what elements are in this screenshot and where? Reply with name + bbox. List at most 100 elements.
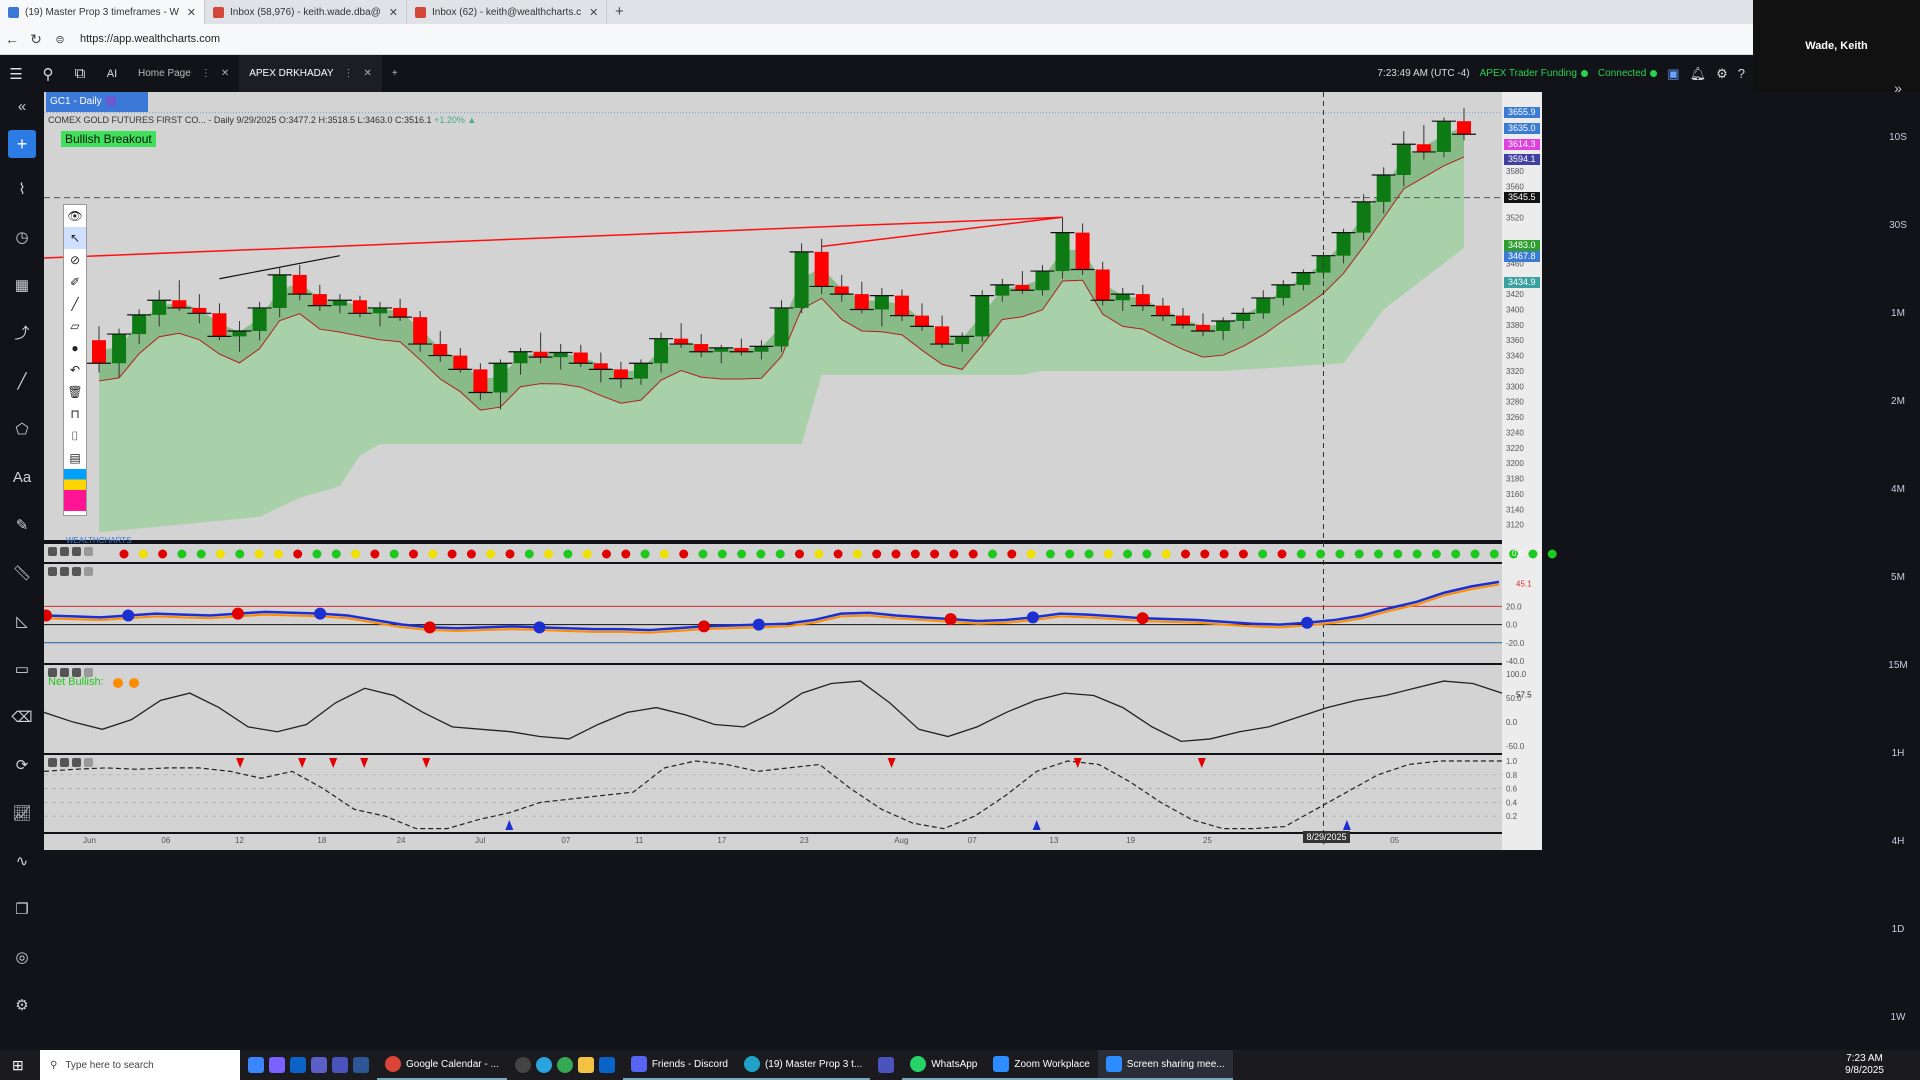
- hide-drawings-icon[interactable]: ⊘: [69, 253, 81, 267]
- teams-icon[interactable]: [332, 1057, 348, 1073]
- taskbar-app-screen-share[interactable]: Screen sharing mee...: [1097, 1050, 1233, 1080]
- ruler-icon[interactable]: 📏︎: [12, 565, 32, 582]
- layouts-icon[interactable]: ⧉: [74, 65, 86, 82]
- copy-icon[interactable]: ❐: [15, 901, 29, 918]
- magnet-icon[interactable]: ⊓: [70, 407, 80, 421]
- timeframe-5m[interactable]: 5M: [1891, 572, 1905, 583]
- color-swatch[interactable]: [64, 469, 86, 511]
- telegram-icon[interactable]: [535, 1057, 552, 1073]
- collapse-icon[interactable]: «: [17, 98, 27, 115]
- browser-tab-gmail-1[interactable]: Inbox (58,976) - keith.wade.dba@ ✕: [205, 0, 408, 24]
- indicators-icon[interactable]: 📈︎: [12, 805, 32, 822]
- clipboard-icon[interactable]: ▤: [69, 451, 81, 465]
- signal-dot: [1045, 549, 1055, 559]
- tab-apex-drkhaday[interactable]: APEX DRKHADAY ⋮ ✕: [239, 55, 382, 92]
- reload-icon[interactable]: ↻: [30, 30, 42, 47]
- timeframe-10s[interactable]: 10S: [1889, 132, 1907, 143]
- eraser-icon[interactable]: ⌫: [11, 709, 33, 726]
- windows-start-icon[interactable]: ⊞: [12, 1057, 24, 1073]
- panel-icon[interactable]: ▭: [14, 661, 30, 678]
- add-tab-button[interactable]: +: [391, 68, 398, 79]
- timeframe-30s[interactable]: 30S: [1889, 220, 1907, 231]
- trend-icon[interactable]: ⤴: [14, 325, 30, 342]
- taskbar-app-discord[interactable]: Friends - Discord: [622, 1050, 736, 1080]
- help-icon[interactable]: ?: [1737, 66, 1745, 81]
- outlook-icon[interactable]: [290, 1057, 306, 1073]
- back-arrow-icon[interactable]: ←: [5, 31, 19, 47]
- timeframe-2m[interactable]: 2M: [1891, 396, 1905, 407]
- strategy-icon[interactable]: ∿: [15, 853, 29, 870]
- target-icon[interactable]: [514, 1057, 531, 1073]
- taskbar-app-calendar[interactable]: Google Calendar - ...: [377, 1050, 507, 1080]
- globe-icon[interactable]: ◎: [15, 949, 29, 966]
- account-status[interactable]: APEX Trader Funding: [1480, 68, 1588, 79]
- editor-icon[interactable]: [311, 1057, 327, 1073]
- ai-icon[interactable]: AI: [106, 67, 118, 80]
- close-icon[interactable]: ✕: [388, 6, 399, 19]
- line-icon[interactable]: ╱: [71, 297, 79, 311]
- text-tool-icon[interactable]: Aa: [12, 469, 32, 486]
- copilot-icon[interactable]: [269, 1057, 285, 1073]
- site-info-icon[interactable]: ⊜: [55, 33, 65, 46]
- more-icon[interactable]: ⋮: [343, 68, 354, 79]
- timeframe-1w[interactable]: 1W: [1890, 1012, 1906, 1023]
- timeframe-4m[interactable]: 4M: [1891, 484, 1905, 495]
- browser-tab-gmail-2[interactable]: Inbox (62) - keith@wealthcharts.c ✕: [407, 0, 608, 24]
- new-tab-button[interactable]: +: [614, 3, 624, 20]
- close-icon[interactable]: ✕: [220, 68, 230, 79]
- chart-type-icon[interactable]: ⌇: [18, 181, 26, 198]
- symbol-tab[interactable]: GC1 - Daily: [46, 92, 148, 112]
- taskbar-app-whatsapp[interactable]: WhatsApp: [902, 1050, 986, 1080]
- outlook-icon[interactable]: [598, 1057, 615, 1073]
- chart-svg[interactable]: 3120 3140 3160 3180 3200 3220 3240 3260 3280 3300…: [44, 92, 1876, 1050]
- close-icon[interactable]: ✕: [589, 6, 599, 19]
- brush-icon[interactable]: ✐: [69, 275, 81, 289]
- expand-icon[interactable]: »: [1894, 80, 1902, 96]
- calendar-icon[interactable]: ▦: [14, 277, 30, 294]
- tab-home-page[interactable]: Home Page ⋮ ✕: [128, 55, 239, 92]
- word-icon[interactable]: [353, 1057, 369, 1073]
- taskbar-search-input[interactable]: ⚲ Type here to search: [40, 1050, 240, 1080]
- url-field[interactable]: https://app.wealthcharts.com: [80, 33, 221, 45]
- timeframe-4h[interactable]: 4H: [1891, 836, 1905, 847]
- close-icon[interactable]: ✕: [363, 68, 372, 79]
- ruler-icon[interactable]: ▱: [70, 319, 80, 333]
- pencil-icon[interactable]: ✎: [15, 517, 29, 534]
- sell-arrow-icon: [236, 758, 245, 768]
- chart-area[interactable]: 3120 3140 3160 3180 3200 3220 3240 3260 3280 3300…: [44, 92, 1876, 1050]
- line-tool-icon[interactable]: ╱: [17, 373, 27, 390]
- camera-icon[interactable]: ⌷: [71, 429, 79, 443]
- chrome-icon[interactable]: [556, 1057, 573, 1073]
- shapes-icon[interactable]: ⬠: [15, 421, 29, 438]
- timeframe-1d[interactable]: 1D: [1891, 924, 1905, 935]
- settings-icon[interactable]: ⚙: [15, 997, 29, 1014]
- system-clock[interactable]: 7:23 AM 9/8/2025: [1845, 1053, 1920, 1077]
- timeframe-15m[interactable]: 15M: [1888, 660, 1908, 671]
- eye-icon[interactable]: 👁︎: [67, 209, 83, 223]
- browser-tab-wealthcharts[interactable]: (19) Master Prop 3 timeframes - W ✕: [0, 0, 205, 24]
- add-button[interactable]: +: [8, 130, 36, 158]
- signal-dot: [1335, 549, 1345, 559]
- dot-icon[interactable]: ●: [71, 341, 79, 355]
- gear-icon[interactable]: ⚙: [1716, 65, 1728, 81]
- close-icon[interactable]: ✕: [186, 6, 196, 19]
- taskbar-teams[interactable]: [870, 1050, 902, 1080]
- store-icon[interactable]: [248, 1057, 264, 1073]
- search-icon[interactable]: ⚲: [42, 65, 54, 83]
- undo-icon[interactable]: ↶: [69, 363, 81, 377]
- timeframe-1h[interactable]: 1H: [1891, 748, 1905, 759]
- measure-icon[interactable]: ◺: [16, 613, 28, 630]
- taskbar-app-edge[interactable]: (19) Master Prop 3 t...: [735, 1050, 871, 1080]
- trash-icon[interactable]: 🗑︎: [67, 385, 83, 399]
- taskbar-app-zoom[interactable]: Zoom Workplace: [985, 1050, 1098, 1080]
- timeframe-1m[interactable]: 1M: [1891, 308, 1905, 319]
- clock-icon[interactable]: ◷: [15, 229, 29, 246]
- bell-icon[interactable]: 🔔︎: [1689, 65, 1707, 81]
- folder-icon[interactable]: [577, 1057, 594, 1073]
- save-icon[interactable]: ▣: [1667, 65, 1680, 81]
- sync-icon[interactable]: ⟳: [15, 757, 29, 774]
- cursor-icon[interactable]: ↖: [64, 227, 86, 249]
- chrome-icon: [385, 1056, 401, 1072]
- more-icon[interactable]: ⋮: [200, 68, 211, 79]
- menu-icon[interactable]: ☰: [9, 65, 23, 83]
